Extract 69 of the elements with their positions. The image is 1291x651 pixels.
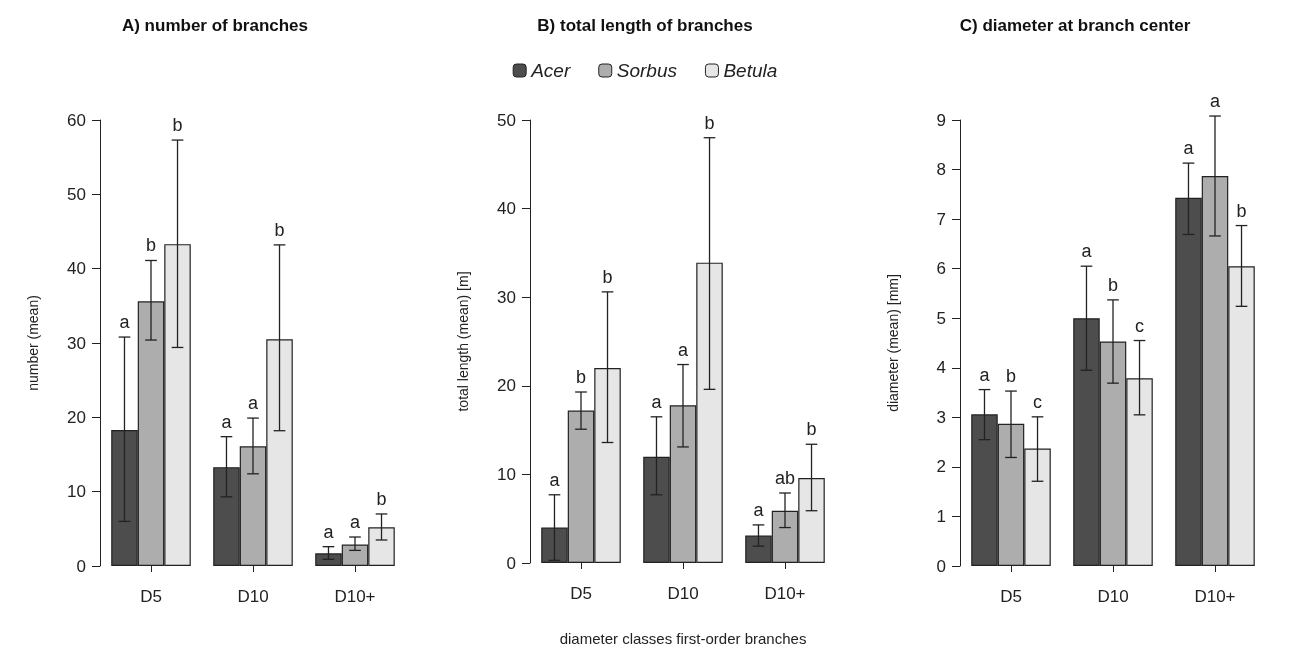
y-tick-label: 0 — [506, 553, 516, 573]
annotation: b — [172, 115, 183, 136]
x-tick-label: D10+ — [764, 584, 806, 603]
annotation: a — [119, 312, 131, 333]
legend-label: Sorbus — [616, 60, 678, 81]
y-tick-label: 40 — [67, 259, 86, 279]
annotation: b — [1005, 366, 1017, 387]
x-axis-title: diameter classes first-order branches — [559, 630, 807, 647]
annotation: a — [549, 469, 561, 490]
x-tick-label: D5 — [140, 587, 162, 606]
annotation: b — [806, 419, 817, 440]
y-tick-label: 30 — [497, 287, 516, 307]
y-axis-title: number (mean) — [25, 295, 41, 391]
y-tick-label: 1 — [936, 506, 946, 526]
chart-title: B) total length of branches — [537, 16, 753, 35]
annotation: b — [602, 266, 613, 287]
y-tick-label: 10 — [67, 482, 86, 502]
chart-title: A) number of branches — [121, 16, 309, 35]
x-tick-label: D10+ — [334, 587, 376, 606]
x-tick-label: D5 — [570, 584, 592, 603]
y-tick-label: 0 — [936, 556, 946, 576]
y-tick-label: 20 — [497, 376, 516, 396]
y-tick-label: 0 — [76, 556, 86, 576]
y-axis-title: total length (mean) [m] — [455, 271, 471, 412]
y-tick-label: 8 — [936, 160, 946, 180]
y-tick-label: 60 — [67, 110, 86, 130]
y-tick-label: 10 — [497, 464, 516, 484]
y-tick-label: 30 — [67, 333, 86, 353]
annotation: b — [274, 219, 285, 240]
y-tick-label: 40 — [497, 199, 516, 219]
annotation: a — [323, 521, 335, 542]
y-tick-label: 50 — [67, 184, 86, 204]
y-tick-label: 2 — [936, 457, 946, 477]
y-tick-label: 9 — [936, 110, 946, 130]
y-tick-label: 3 — [936, 407, 946, 427]
annotation: b — [575, 367, 587, 387]
annotation: b — [145, 235, 157, 256]
x-tick-label: D10 — [1097, 587, 1129, 606]
annotation: a — [651, 391, 663, 412]
annotation: c — [1033, 391, 1043, 412]
annotation: ab — [774, 468, 796, 489]
legend-label: Acer — [530, 60, 571, 81]
annotation: a — [979, 364, 991, 385]
x-tick-label: D10 — [237, 587, 269, 606]
annotation: a — [349, 512, 361, 533]
annotation: b — [704, 112, 715, 133]
legend-label: Betula — [723, 60, 778, 81]
y-tick-label: 6 — [936, 259, 946, 279]
y-tick-label: 4 — [936, 358, 946, 378]
annotation: b — [1107, 274, 1119, 295]
x-tick-label: D10 — [667, 584, 699, 603]
annotation: a — [221, 411, 233, 432]
y-tick-label: 50 — [497, 110, 516, 130]
y-axis-title: diameter (mean) [mm] — [885, 274, 901, 412]
annotation: c — [1135, 315, 1145, 336]
annotation: a — [1183, 138, 1195, 159]
chart-title: C) diameter at branch center — [959, 16, 1191, 35]
text: a — [1209, 91, 1221, 112]
x-tick-label: D10+ — [1194, 587, 1236, 606]
annotation: a — [677, 339, 689, 360]
annotation: a — [1081, 241, 1093, 262]
y-tick-label: 5 — [936, 308, 946, 328]
y-tick-label: 20 — [67, 407, 86, 427]
x-tick-label: D5 — [1000, 587, 1022, 606]
annotation: a — [247, 393, 259, 414]
y-tick-label: 7 — [936, 209, 946, 229]
annotation: b — [376, 488, 387, 509]
annotation: a — [753, 499, 765, 520]
annotation: b — [1236, 200, 1247, 221]
